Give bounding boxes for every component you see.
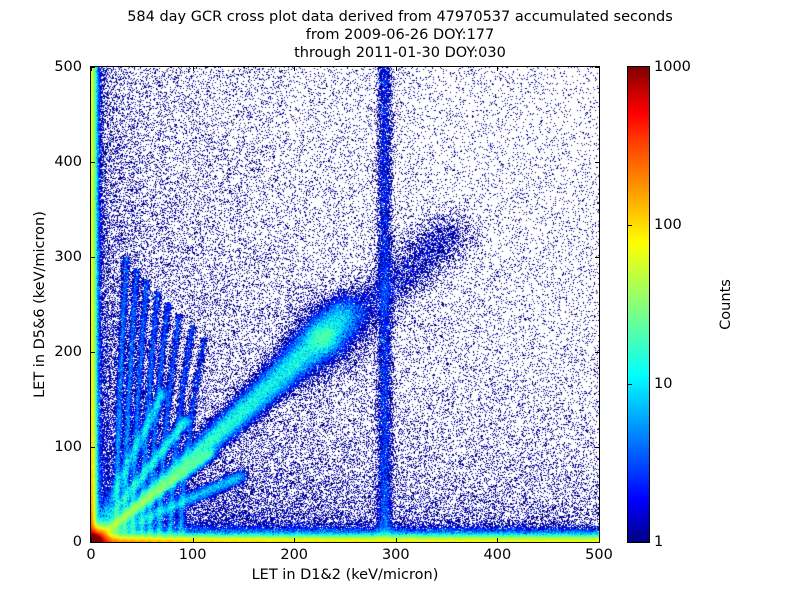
x-axis-label: LET in D1&2 (keV/micron) <box>251 567 439 583</box>
x-tick-mark-top <box>294 67 296 71</box>
x-tick-mark <box>192 538 194 542</box>
x-tick-label: 100 <box>178 547 207 563</box>
y-tick-mark-right <box>595 67 599 68</box>
colorbar-tick-label: 1 <box>654 534 664 550</box>
y-tick-label: 300 <box>54 249 82 265</box>
x-tick-label: 500 <box>585 547 613 563</box>
x-tick-label: 200 <box>280 547 309 563</box>
y-tick-mark <box>91 542 95 543</box>
y-tick-mark <box>91 447 95 448</box>
colorbar-tick-label: 100 <box>654 217 682 233</box>
y-tick-mark-right <box>595 447 599 448</box>
colorbar-gradient <box>627 66 650 543</box>
x-tick-label: 0 <box>86 547 96 563</box>
x-tick-mark-top <box>497 67 499 71</box>
colorbar-tick-mark <box>627 225 632 226</box>
colorbar-tick-mark <box>627 384 632 385</box>
density-scatter-plot <box>91 67 599 542</box>
colorbar: 1 10 100 1000 <box>627 59 691 550</box>
x-tick-mark-top <box>192 67 194 71</box>
title-line-1: 584 day GCR cross plot data derived from… <box>127 9 673 25</box>
y-tick-mark <box>91 162 95 163</box>
y-tick-mark-right <box>595 162 599 163</box>
x-tick-mark-top <box>395 67 397 71</box>
colorbar-tick-label: 1000 <box>654 59 691 75</box>
colorbar-tick-label: 10 <box>654 376 673 392</box>
y-tick-mark-right <box>595 542 599 543</box>
y-tick-mark-right <box>595 257 599 258</box>
x-tick-mark <box>294 538 296 542</box>
y-tick-label: 200 <box>54 344 82 360</box>
title-line-2: from 2009-06-26 DOY:177 <box>305 27 495 43</box>
x-tick-mark <box>497 538 499 542</box>
colorbar-label: Counts <box>718 279 734 330</box>
plot-axes <box>90 66 600 543</box>
y-axis-label: LET in D5&6 (keV/micron) <box>32 211 48 398</box>
x-tick-mark <box>395 538 397 542</box>
y-tick-label: 0 <box>72 534 82 550</box>
x-tick-label: 300 <box>381 547 410 563</box>
plot-title: 584 day GCR cross plot data derived from… <box>0 8 800 62</box>
y-tick-label: 100 <box>54 439 82 455</box>
x-tick-mark <box>91 538 92 542</box>
y-tick-mark <box>91 352 95 353</box>
title-line-3: through 2011-01-30 DOY:030 <box>294 45 506 61</box>
y-tick-mark <box>91 257 95 258</box>
x-tick-mark-top <box>91 67 92 71</box>
y-tick-label: 400 <box>54 154 82 170</box>
y-tick-mark-right <box>595 352 599 353</box>
y-tick-mark <box>91 67 95 68</box>
x-tick-mark <box>599 538 600 542</box>
x-tick-mark-top <box>599 67 600 71</box>
x-tick-label: 400 <box>483 547 512 563</box>
y-tick-label: 500 <box>54 59 82 75</box>
